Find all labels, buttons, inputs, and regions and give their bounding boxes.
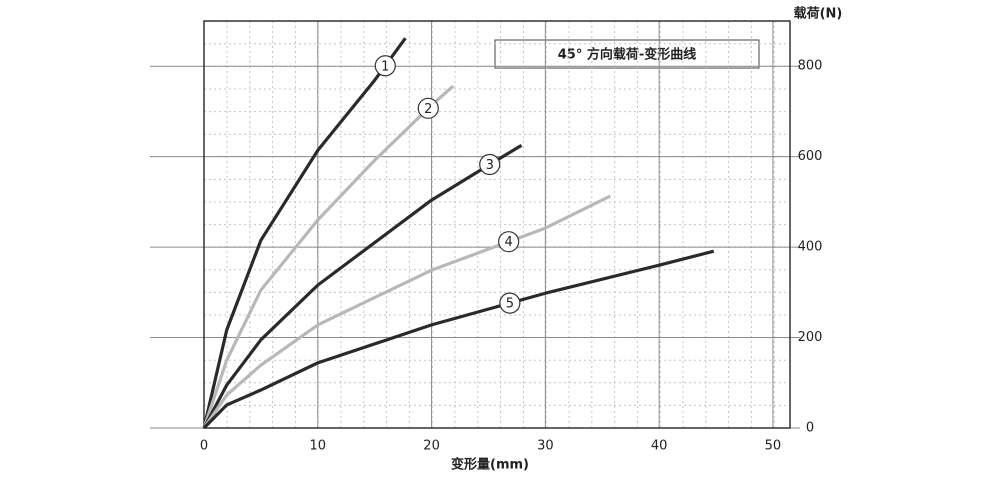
curve-label-circle bbox=[374, 55, 396, 77]
x-tick-label: 40 bbox=[651, 439, 668, 454]
curve-label: 2 bbox=[424, 102, 432, 117]
curve-label-circle bbox=[498, 231, 520, 253]
y-tick-label: 200 bbox=[798, 330, 823, 345]
curve-label: 4 bbox=[505, 235, 513, 250]
chart-title: 45° 方向载荷-变形曲线 bbox=[558, 47, 697, 63]
x-tick-label: 20 bbox=[423, 439, 440, 454]
x-tick-label: 10 bbox=[310, 439, 327, 454]
plot-frame bbox=[203, 20, 791, 429]
curve-label-circle bbox=[479, 153, 501, 176]
curve-label: 1 bbox=[381, 59, 389, 74]
x-tick-label: 50 bbox=[765, 439, 782, 454]
title-box bbox=[494, 39, 760, 69]
line-series bbox=[202, 249, 715, 430]
curve-label: 5 bbox=[506, 297, 514, 312]
curve-label: 3 bbox=[486, 158, 494, 173]
line-series bbox=[202, 143, 523, 429]
x-tick-label: 0 bbox=[200, 439, 208, 454]
y-tick-label: 800 bbox=[798, 59, 823, 74]
x-tick-label: 30 bbox=[537, 439, 554, 454]
curve-label-circle bbox=[499, 292, 521, 314]
y-axis-label: 载荷(N) bbox=[794, 6, 843, 22]
y-tick-label: 0 bbox=[806, 421, 814, 436]
x-axis-label: 变形量(mm) bbox=[451, 457, 529, 473]
y-tick-label: 400 bbox=[798, 240, 823, 255]
curve-label-circle bbox=[417, 97, 439, 119]
line-series bbox=[202, 194, 611, 429]
y-tick-label: 600 bbox=[798, 149, 823, 164]
